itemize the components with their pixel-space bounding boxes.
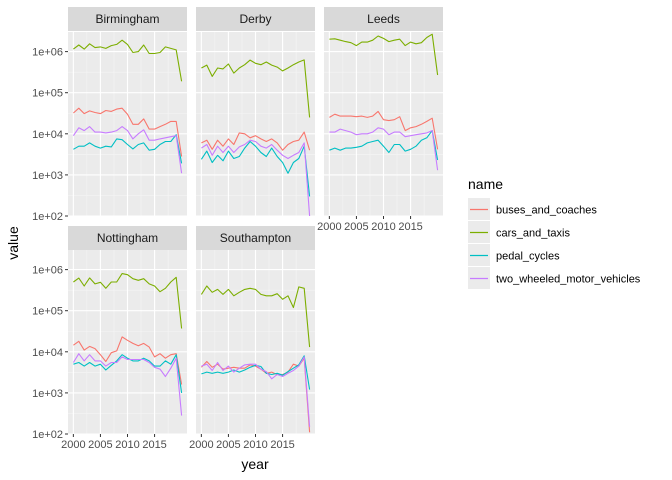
series-line-two_wheeled_motor_vehicles [201, 356, 311, 427]
facet-strip-label: Leeds [367, 12, 400, 26]
x-axis-title: year [241, 456, 269, 472]
x-tick-label: 2010 [371, 221, 395, 233]
facet-birmingham: Birmingham 1e+02 1e+03 1e+04 1e+05 1e+06 [32, 7, 187, 223]
series-line-cars_and_taxis [201, 59, 311, 118]
y-tick-label: 1e+04 [32, 129, 63, 141]
x-tick-label: 2005 [88, 439, 112, 451]
facet-strip-label: Southampton [220, 231, 291, 245]
legend-label: two_wheeled_motor_vehicles [496, 274, 641, 286]
series-line-two_wheeled_motor_vehicles [72, 353, 183, 416]
series-line-pedal_cycles [200, 140, 311, 197]
series-line-buses_and_coaches [73, 107, 183, 157]
y-tick-label: 1e+03 [32, 388, 63, 400]
legend: name buses_and_coaches cars_and_taxispeda… [468, 176, 641, 289]
series-line-two_wheeled_motor_vehicles [201, 139, 311, 217]
y-tick-label: 1e+06 [32, 47, 63, 59]
legend-label: pedal_cycles [496, 251, 560, 263]
facet-strip-label: Derby [239, 12, 271, 26]
y-tick-label: 1e+06 [32, 265, 63, 277]
series-line-pedal_cycles [329, 130, 439, 161]
facet-strip-label: Nottingham [97, 231, 158, 245]
facet-southampton: Southampton 2000 2005 2010 2015 [189, 226, 315, 451]
x-tick-label: 2010 [115, 439, 139, 451]
x-tick-label: 2000 [317, 221, 341, 233]
legend-label: buses_and_coaches [496, 205, 597, 217]
x-tick-label: 2015 [142, 439, 166, 451]
facet-derby: Derby [196, 7, 315, 217]
facet-strip [196, 226, 315, 250]
series-line-two_wheeled_motor_vehicles [329, 127, 439, 171]
series-line-pedal_cycles [73, 134, 183, 164]
x-tick-label: 2010 [243, 439, 267, 451]
x-tick-label: 2015 [398, 221, 422, 233]
y-tick-label: 1e+02 [32, 211, 63, 223]
y-tick-label: 1e+04 [32, 347, 63, 359]
series-line-cars_and_taxis [329, 33, 439, 76]
series-line-cars_and_taxis [73, 39, 183, 82]
facet-strip [68, 226, 187, 250]
legend-label: cars_and_taxis [496, 228, 570, 240]
legend-title: name [468, 176, 503, 192]
facet-strip [196, 7, 315, 31]
x-tick-label: 2000 [189, 439, 213, 451]
series-line-cars_and_taxis [73, 273, 183, 329]
y-axis-title: value [5, 226, 21, 260]
facet-strip-label: Birmingham [95, 12, 159, 26]
x-tick-label: 2015 [270, 439, 294, 451]
x-tick-label: 2000 [61, 439, 85, 451]
series-line-buses_and_coaches [329, 110, 439, 150]
series-line-buses_and_coaches [201, 131, 311, 151]
x-tick-label: 2005 [216, 439, 240, 451]
facet-strip [324, 7, 443, 31]
series-line-buses_and_coaches [73, 336, 183, 385]
series-line-two_wheeled_motor_vehicles [72, 126, 183, 174]
x-tick-label: 2005 [344, 221, 368, 233]
y-tick-label: 1e+05 [32, 306, 63, 318]
y-tick-label: 1e+05 [32, 88, 63, 100]
series-line-cars_and_taxis [200, 285, 311, 348]
facet-leeds: Leeds 2000 2005 2010 2015 [317, 7, 443, 233]
y-tick-label: 1e+02 [32, 429, 63, 441]
facet-strip [68, 7, 187, 31]
series-line-pedal_cycles [73, 354, 183, 393]
y-tick-label: 1e+03 [32, 170, 63, 182]
facet-panels: Birmingham 1e+02 1e+03 1e+04 1e+05 1e+06 Derby… [32, 7, 443, 451]
series-line-pedal_cycles [201, 355, 311, 390]
